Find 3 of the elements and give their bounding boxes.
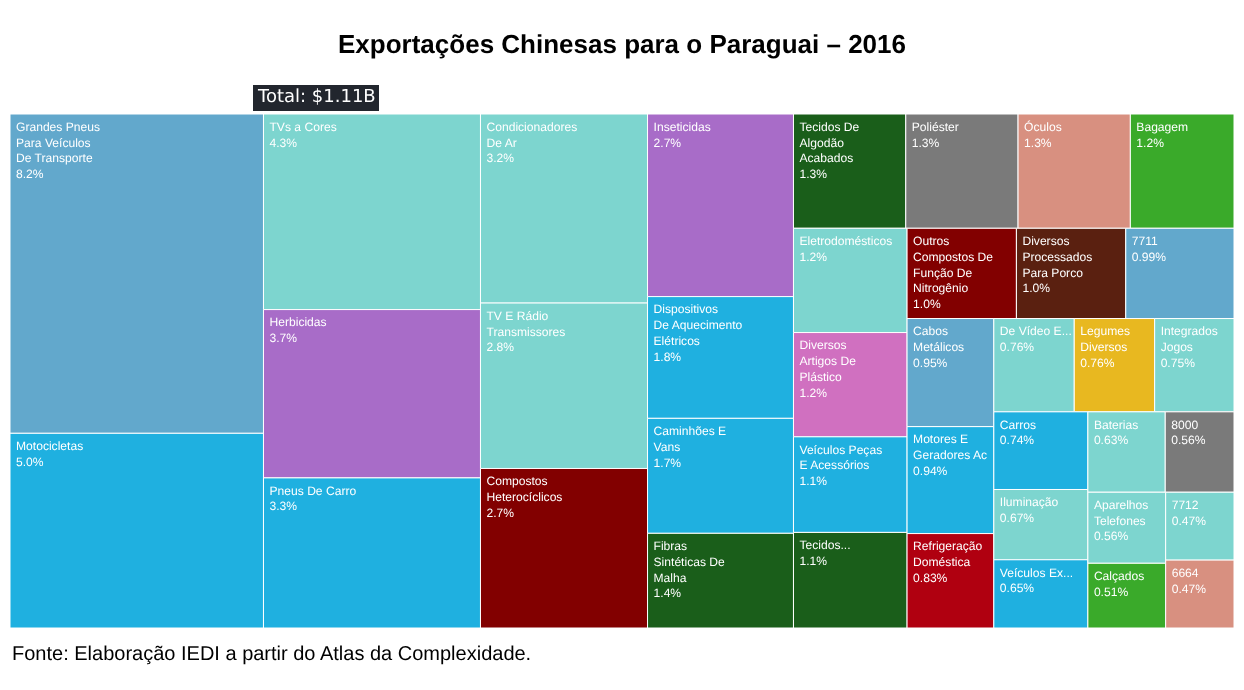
text: Total: $1.11B	[256, 88, 376, 108]
source-note: Fonte: Elaboração IEDI a partir do Atlas da Complexidade.	[12, 644, 532, 666]
text: Exportações Chinesas para o Paraguai – 2016	[338, 28, 906, 59]
